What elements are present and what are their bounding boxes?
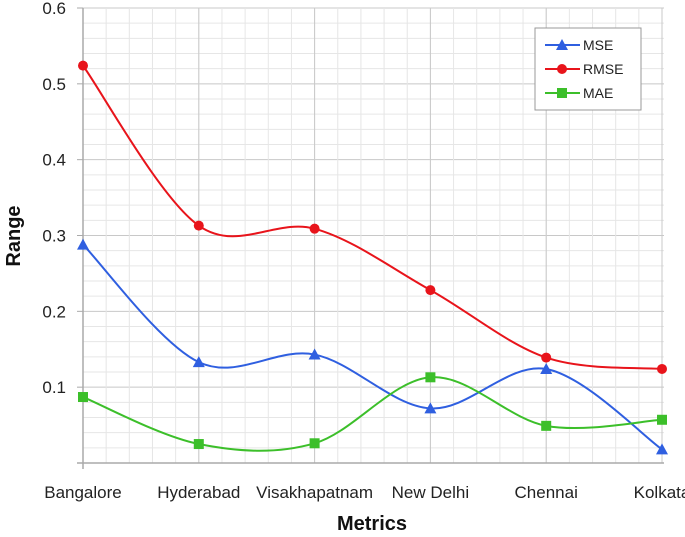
- y-tick-label: 0.4: [42, 151, 66, 170]
- x-tick-label: Chennai: [515, 483, 578, 502]
- x-tick-label: Kolkata: [634, 483, 685, 502]
- data-point-rmse: [193, 220, 204, 231]
- y-tick-label: 0.1: [42, 378, 66, 397]
- legend-marker-rmse: [557, 64, 567, 74]
- data-point-mae: [425, 372, 436, 383]
- y-tick-label: 0.6: [42, 0, 66, 18]
- y-tick-label: 0.3: [42, 227, 66, 246]
- data-point-mae: [541, 420, 552, 431]
- data-point-mse: [424, 402, 437, 414]
- data-point-mae: [309, 438, 320, 449]
- legend-label: MAE: [583, 85, 613, 101]
- legend-label: MSE: [583, 37, 613, 53]
- x-tick-label: Hyderabad: [157, 483, 240, 502]
- data-point-rmse: [425, 285, 436, 296]
- data-point-mae: [657, 414, 667, 425]
- y-tick-label: 0.2: [42, 302, 66, 321]
- series-line-mae: [82, 376, 663, 452]
- data-point-mae: [78, 392, 88, 403]
- x-tick-label: Visakhapatnam: [256, 483, 373, 502]
- data-point-rmse: [309, 223, 320, 234]
- data-point-mse: [308, 348, 321, 360]
- legend-marker-mae: [557, 88, 567, 98]
- data-point-rmse: [657, 363, 667, 374]
- x-tick-label: Bangalore: [44, 483, 122, 502]
- data-point-mae: [193, 439, 204, 450]
- data-point-rmse: [541, 352, 552, 363]
- series-line-rmse: [82, 65, 663, 370]
- series-line-mse: [82, 243, 663, 451]
- y-axis-title: Range: [3, 205, 25, 266]
- y-tick-label: 0.5: [42, 75, 66, 94]
- data-point-mse: [77, 238, 89, 250]
- data-point-mse: [656, 443, 668, 455]
- x-tick-label: New Delhi: [392, 483, 469, 502]
- data-point-mse: [540, 362, 553, 374]
- legend-label: RMSE: [583, 61, 623, 77]
- data-point-rmse: [78, 60, 88, 71]
- x-axis-title: Metrics: [337, 513, 407, 535]
- data-point-mse: [192, 356, 205, 368]
- legend-marker-mse: [556, 39, 568, 50]
